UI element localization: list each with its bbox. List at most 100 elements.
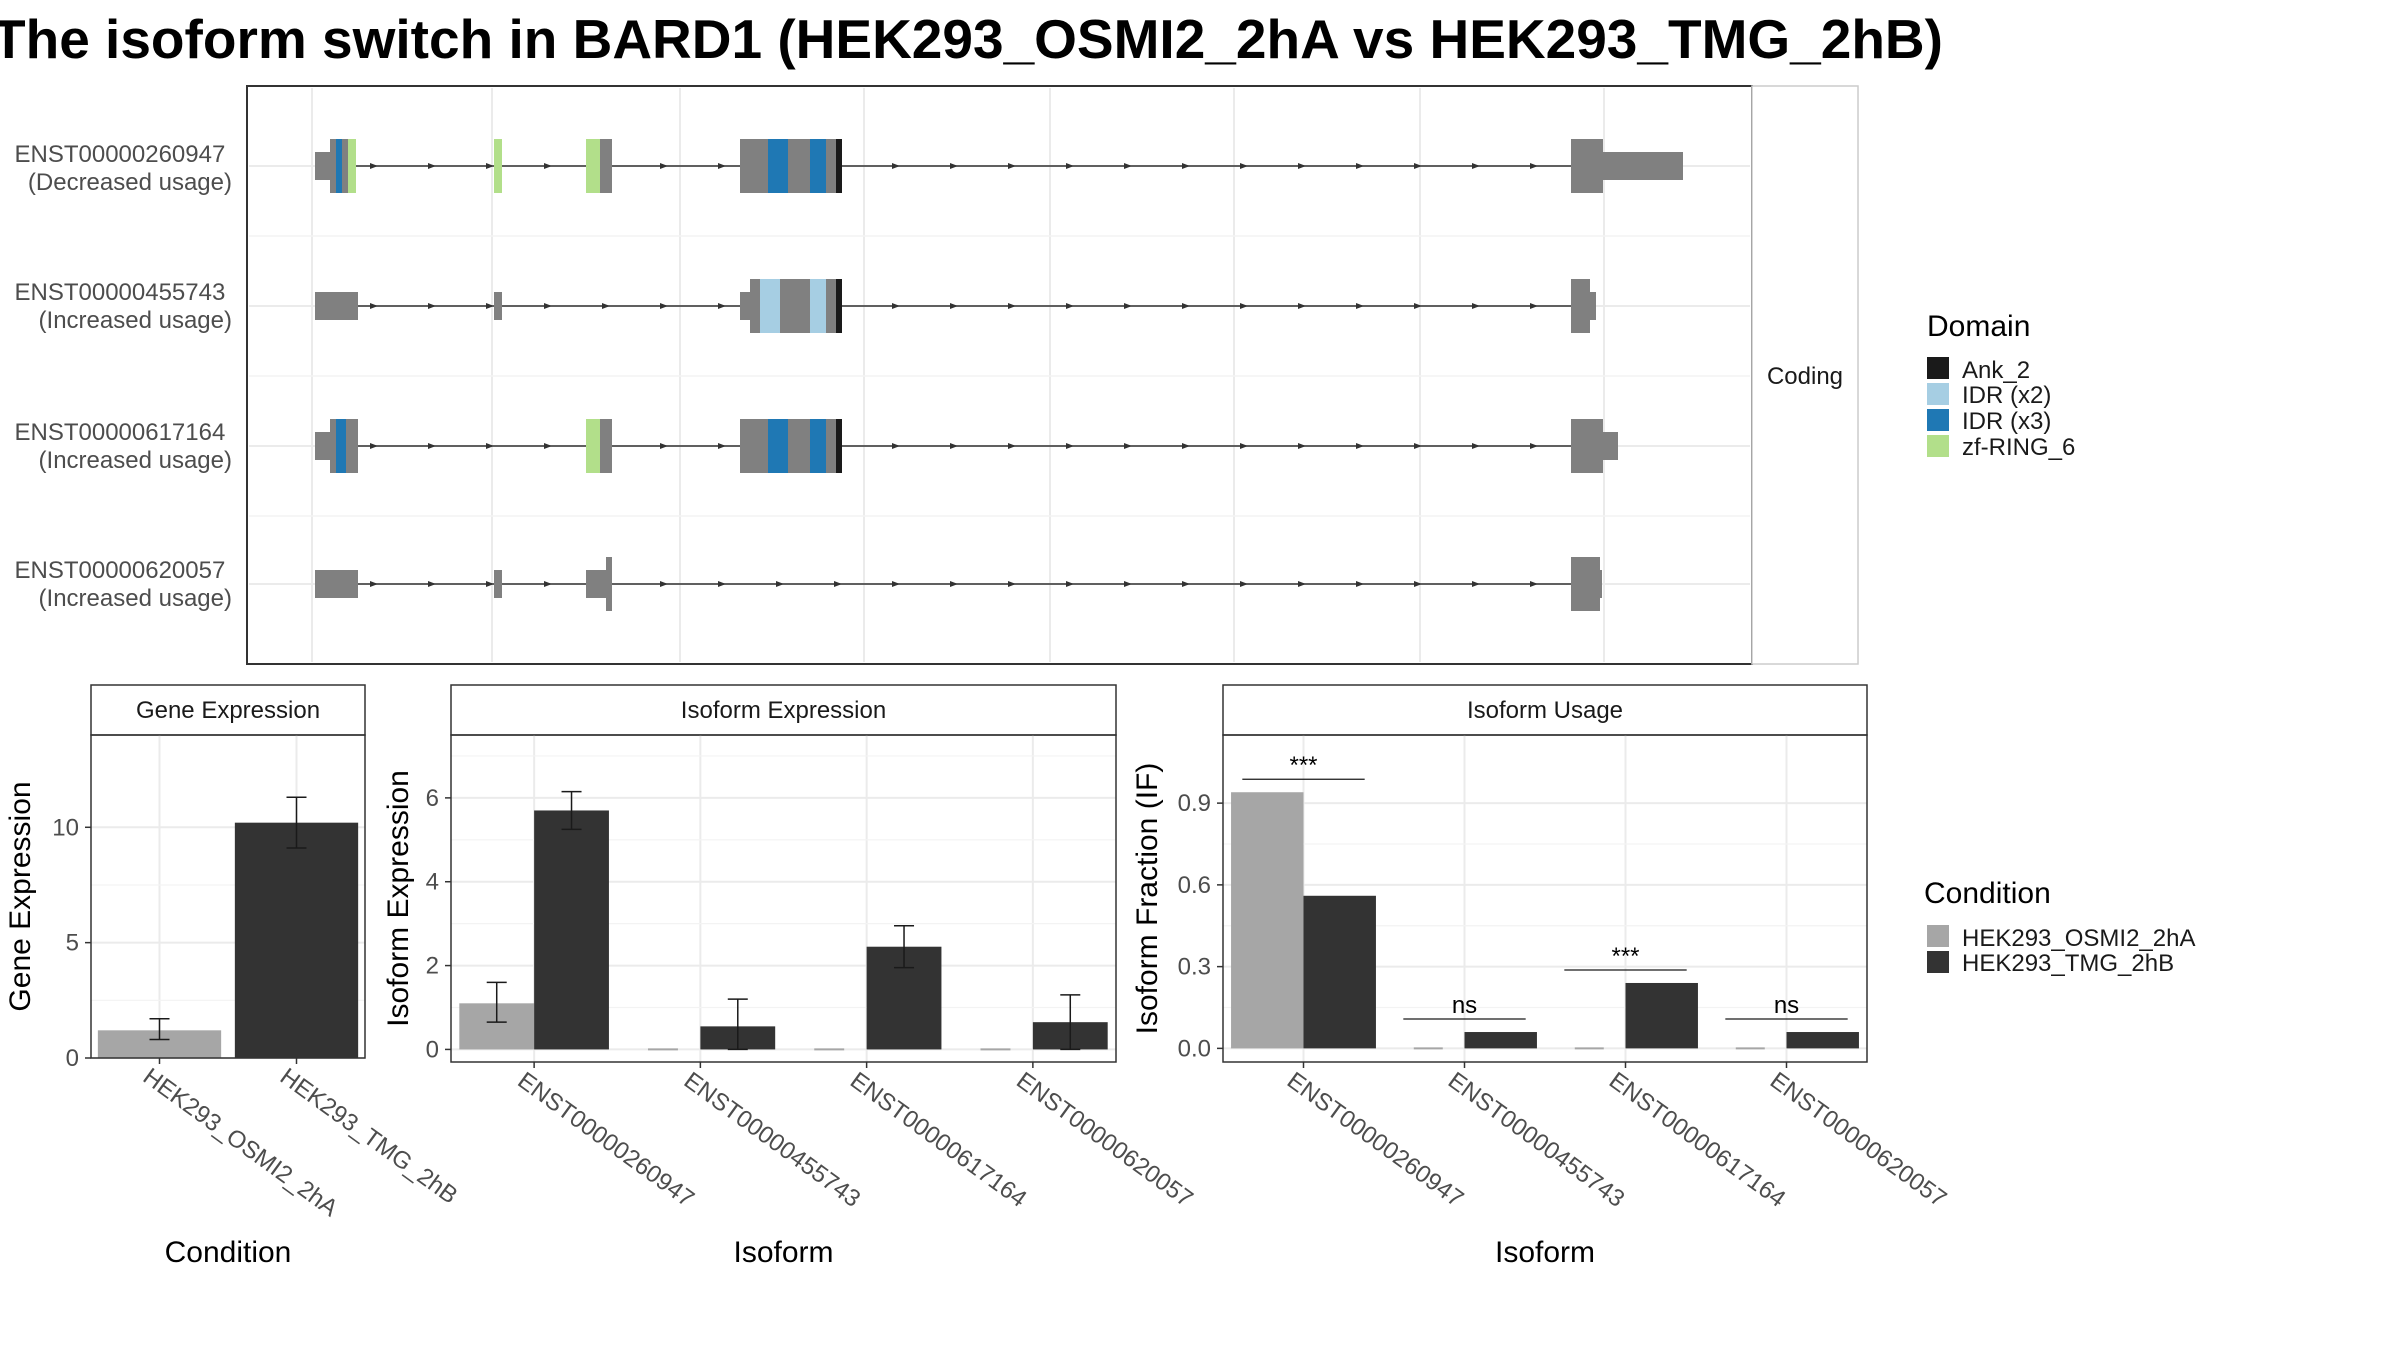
exon-segment	[810, 279, 826, 333]
structure-panel: Coding ENST00000260947 (Decreased usage)…	[14, 85, 1859, 665]
strand-arrow	[660, 443, 668, 449]
strand-arrow	[1530, 581, 1538, 587]
x-tick-label: ENST00000455743	[1443, 1067, 1629, 1213]
y-tick-label: 0.0	[1178, 1035, 1211, 1062]
legend-key-zfring	[1927, 435, 1949, 457]
exon-segment	[768, 139, 788, 193]
bar	[1303, 895, 1376, 1049]
exon-segment	[768, 419, 788, 473]
condition-legend: Condition HEK293_OSMI2_2hA HEK293_TMG_2h…	[1924, 877, 2195, 977]
x-tick-label: ENST00000260947	[1282, 1067, 1468, 1213]
strand-arrow	[950, 581, 958, 587]
strand-arrow	[544, 443, 552, 449]
error-bar	[486, 981, 507, 1023]
exon-segment	[494, 139, 502, 193]
isoform-usage-panel: Isoform Usage *** ns *** ns 0.0 0.3 0.6 0.9 ENST0…	[1131, 684, 1951, 1269]
exon-segment	[315, 570, 358, 598]
coding-strip-label: Coding	[1767, 363, 1843, 390]
exon-segment	[788, 139, 810, 193]
y-axis-title: Gene Expression	[4, 781, 37, 1011]
strand-arrow	[486, 163, 494, 169]
strand-arrow	[950, 303, 958, 309]
significance-label: ***	[1289, 752, 1317, 779]
strand-arrow	[1472, 443, 1480, 449]
bar	[1231, 792, 1304, 1049]
strand-arrow	[660, 581, 668, 587]
exon-segment	[586, 139, 600, 193]
exon-segment	[1603, 152, 1683, 180]
significance-label: ns	[1452, 992, 1477, 1019]
exon-segment	[810, 419, 826, 473]
domain-legend: Domain Ank_2 IDR (x2) IDR (x3) zf-RING_6	[1927, 310, 2075, 461]
legend-key-cond-b	[1927, 951, 1949, 973]
error-bar	[1060, 994, 1081, 1051]
bar	[234, 822, 359, 1058]
exon-segment	[836, 279, 842, 333]
strand-arrow	[486, 581, 494, 587]
exon-segment	[330, 139, 336, 193]
strand-arrow	[1298, 303, 1306, 309]
exon-segment	[586, 570, 606, 598]
strand-arrow	[370, 303, 378, 309]
strand-arrow	[1124, 581, 1132, 587]
strand-arrow	[1124, 163, 1132, 169]
exon-segment	[315, 432, 330, 460]
error-bar	[727, 998, 748, 1051]
legend-key-ank2	[1927, 357, 1949, 379]
strand-arrow	[428, 163, 436, 169]
exon-segment	[836, 419, 842, 473]
exon-segment	[826, 139, 836, 193]
strand-arrow	[1414, 303, 1422, 309]
exon-segment	[315, 152, 330, 180]
x-tick-label: ENST00000617164	[845, 1067, 1031, 1213]
transcript-label-2: ENST00000455743 (Increased usage)	[14, 279, 232, 334]
exon-segment	[1571, 279, 1590, 333]
strand-arrow	[486, 443, 494, 449]
panel-title: Isoform Expression	[681, 697, 886, 724]
figure-title: The isoform switch in BARD1 (HEK293_OSMI…	[0, 8, 1943, 70]
strand-arrow	[370, 581, 378, 587]
strand-arrow	[544, 163, 552, 169]
exon-segment	[336, 419, 346, 473]
y-tick-label: 4	[426, 869, 439, 896]
strand-arrow	[544, 303, 552, 309]
y-axis-title: Isoform Expression	[382, 770, 415, 1027]
significance-label: ns	[1774, 992, 1799, 1019]
strand-arrow	[1008, 163, 1016, 169]
exon-segment	[336, 139, 342, 193]
exon-segment	[315, 292, 358, 320]
strand-arrow	[428, 443, 436, 449]
x-axis-title: Condition	[165, 1236, 292, 1269]
strand-arrow	[892, 163, 900, 169]
transcript-label-1: ENST00000260947 (Decreased usage)	[14, 141, 232, 196]
strand-arrow	[428, 303, 436, 309]
legend-label-ank2: Ank_2	[1962, 357, 2030, 384]
strand-arrow	[1182, 581, 1190, 587]
exon-segment	[1603, 432, 1618, 460]
y-tick-label: 5	[66, 930, 79, 957]
strand-arrow	[544, 581, 552, 587]
strand-arrow	[776, 581, 784, 587]
strand-arrow	[1066, 443, 1074, 449]
exon-segment	[780, 279, 810, 333]
strand-arrow	[1414, 443, 1422, 449]
exon-segment	[740, 419, 768, 473]
exon-segment	[1571, 557, 1600, 611]
strand-arrow	[1298, 581, 1306, 587]
panel-border	[450, 734, 1117, 1063]
bar	[1786, 1032, 1859, 1049]
strand-arrow	[1472, 303, 1480, 309]
panel-border	[1222, 734, 1868, 1063]
panel-strip	[90, 684, 366, 736]
strand-arrow	[718, 443, 726, 449]
strand-arrow	[1066, 581, 1074, 587]
strand-arrow	[1240, 163, 1248, 169]
x-tick-label: ENST00000260947	[513, 1067, 699, 1213]
strand-arrow	[1472, 163, 1480, 169]
exon-segment	[1571, 139, 1603, 193]
error-bar	[561, 790, 582, 831]
x-tick-label: ENST00000617164	[1604, 1067, 1790, 1213]
strand-arrow	[660, 303, 668, 309]
y-axis-title: Isoform Fraction (IF)	[1131, 763, 1164, 1035]
x-tick-label: ENST00000455743	[679, 1067, 865, 1213]
